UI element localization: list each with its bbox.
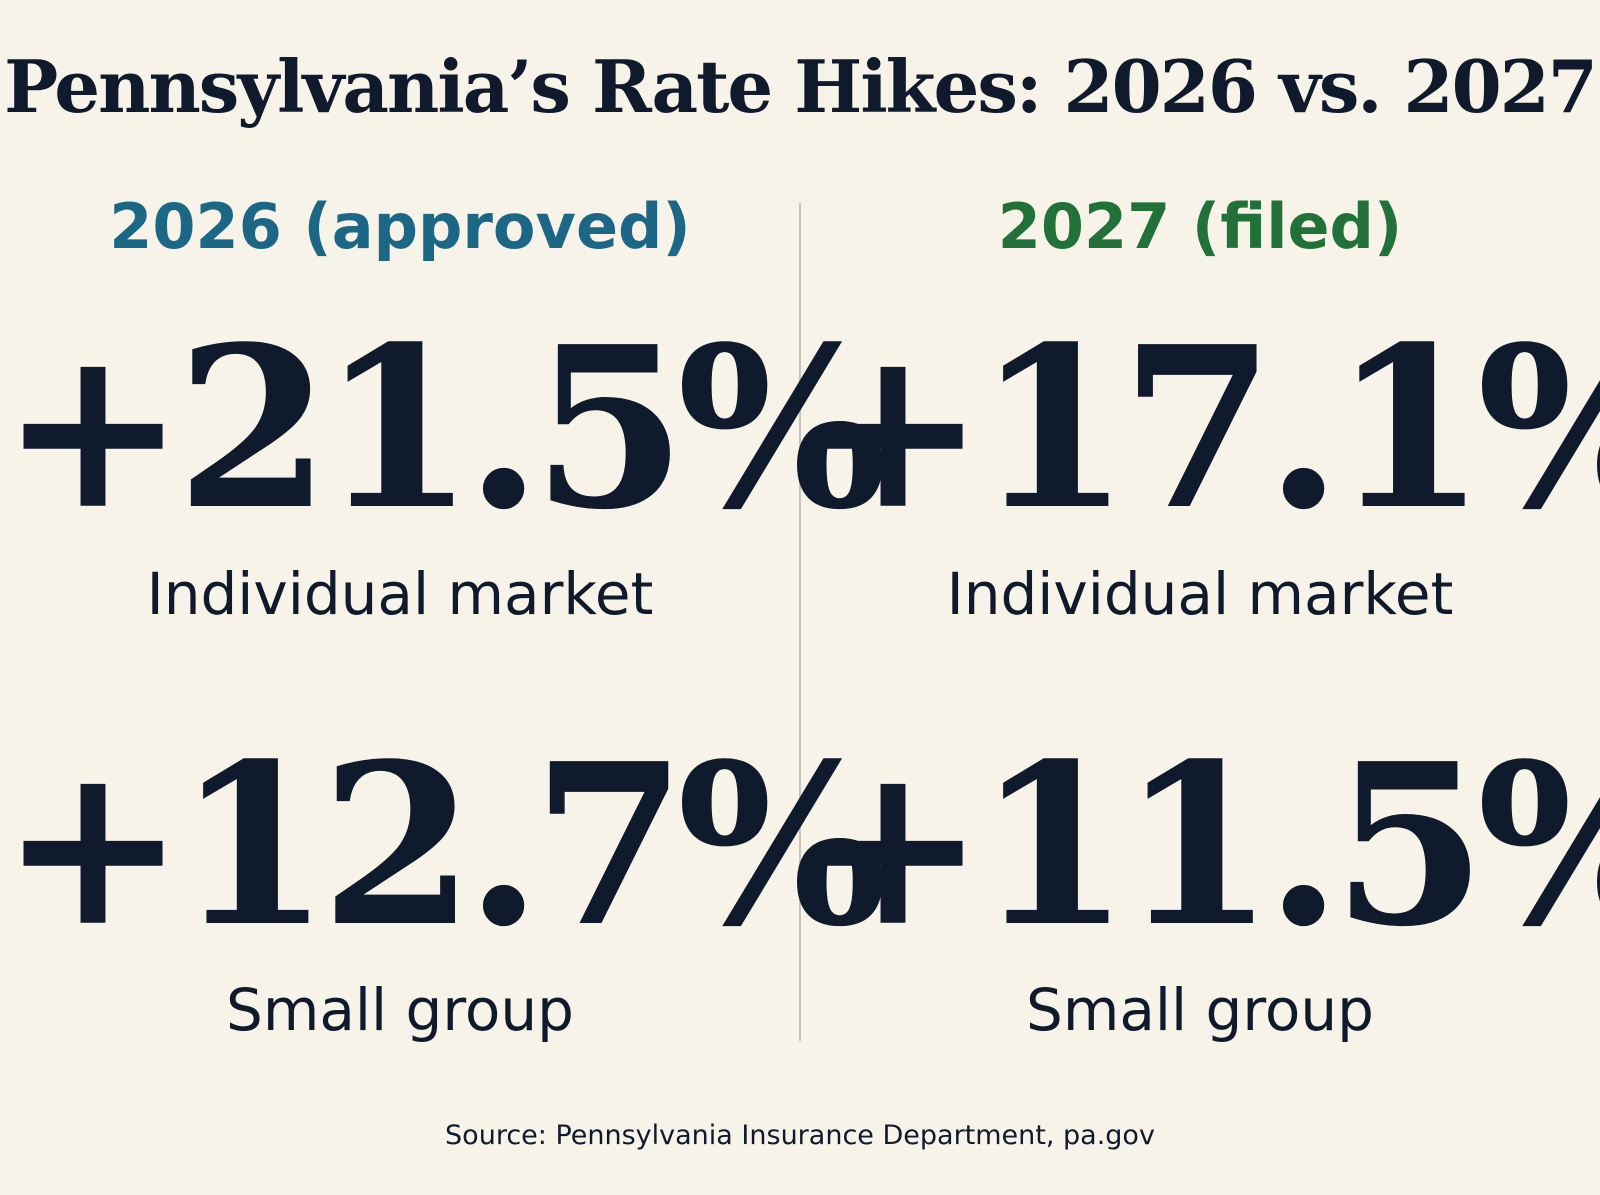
column-2026: 2026 (approved) +21.5% Individual market… xyxy=(0,190,888,1044)
column-divider xyxy=(799,203,801,1041)
source-note: Source: Pennsylvania Insurance Departmen… xyxy=(445,1120,1155,1151)
stat-label-2027-small-group: Small group xyxy=(1026,976,1374,1044)
column-heading-2027: 2027 (filed) xyxy=(997,190,1403,263)
column-2027: 2027 (filed) +17.1% Individual market +1… xyxy=(800,0,1600,1195)
stat-value-2027-individual: +17.1% xyxy=(800,299,1600,559)
stat-label-2026-individual: Individual market xyxy=(146,560,654,628)
page-title: Pennsylvania’s Rate Hikes: 2026 vs. 2027 xyxy=(4,44,1598,129)
column-heading-2026: 2026 (approved) xyxy=(109,190,691,263)
stat-value-2027-small-group: +11.5% xyxy=(800,716,1600,976)
stat-value-2026-small-group: +12.7% xyxy=(0,716,888,976)
stat-label-2026-small-group: Small group xyxy=(226,976,574,1044)
stat-label-2027-individual: Individual market xyxy=(946,560,1454,628)
stat-value-2026-individual: +21.5% xyxy=(0,299,888,559)
